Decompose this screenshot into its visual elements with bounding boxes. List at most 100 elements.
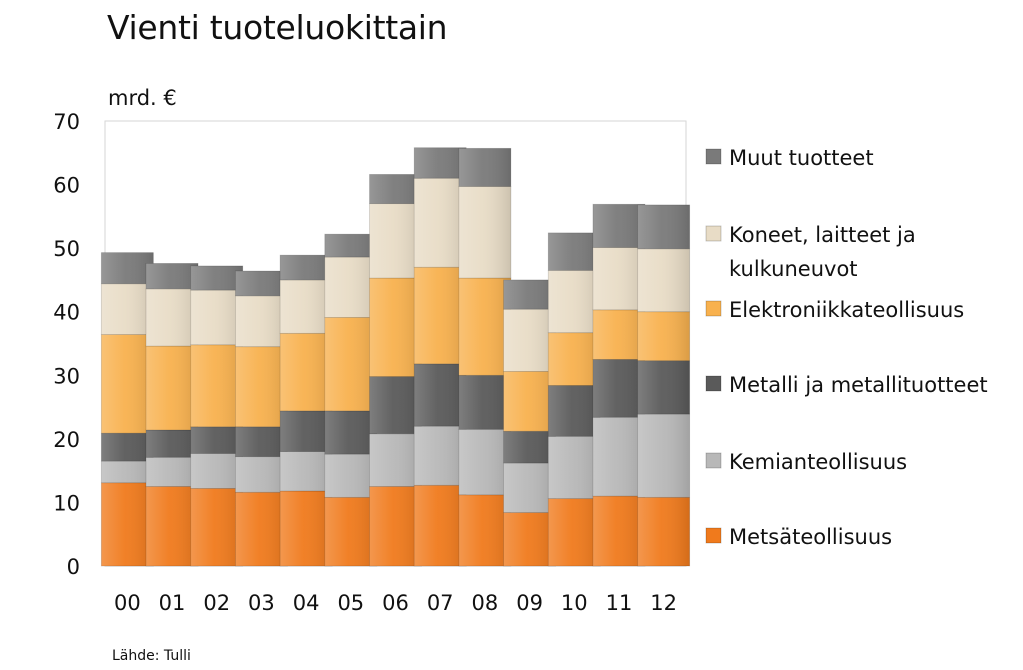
- bar-segment-shading: [235, 456, 288, 493]
- bar-segment-shading: [458, 148, 511, 187]
- bar-segment-shading: [190, 265, 243, 291]
- bar-segment-shading: [369, 376, 422, 434]
- bar-segment-shading: [592, 204, 645, 248]
- x-tick-label: 05: [337, 591, 364, 615]
- bar-segment-shading: [592, 359, 645, 418]
- bar-segment-shading: [548, 498, 601, 566]
- bar-segment-shading: [101, 482, 154, 566]
- bar-segment-shading: [146, 263, 199, 289]
- bar-segment-shading: [503, 371, 556, 432]
- x-tick-label: 11: [606, 591, 633, 615]
- bar-segment-shading: [637, 497, 690, 566]
- y-tick-label: 50: [53, 237, 80, 261]
- x-tick-label: 08: [472, 591, 499, 615]
- bar-segment-shading: [637, 204, 690, 249]
- legend-swatch: [705, 148, 722, 165]
- bar-segment-shading: [101, 433, 154, 462]
- bar-segment-shading: [235, 271, 288, 296]
- legend-label: Metalli ja metallituotteet: [729, 373, 988, 397]
- bar-segment-shading: [458, 494, 511, 566]
- y-tick-label: 10: [53, 491, 80, 515]
- bar-segment-shading: [235, 346, 288, 427]
- x-tick-label: 00: [114, 591, 141, 615]
- bar-segment-shading: [637, 414, 690, 498]
- x-tick-label: 01: [159, 591, 186, 615]
- x-tick-label: 04: [293, 591, 320, 615]
- bar-segment-shading: [101, 252, 154, 284]
- bar-segment-shading: [190, 290, 243, 345]
- bar-segment-shading: [101, 334, 154, 434]
- bar-segment-shading: [280, 255, 333, 280]
- y-tick-label: 0: [67, 555, 80, 579]
- bar-segment-shading: [280, 333, 333, 411]
- bar-segment-shading: [146, 288, 199, 347]
- y-axis: 0 10 20 30 40 50 60 70: [53, 110, 80, 579]
- bar-segment-shading: [503, 512, 556, 566]
- legend-swatch: [705, 225, 722, 242]
- bar-segment-shading: [146, 457, 199, 487]
- bar-segment-shading: [235, 295, 288, 347]
- bar-segment-shading: [414, 363, 467, 427]
- legend-swatch: [705, 300, 722, 317]
- legend-label: Kemianteollisuus: [729, 450, 907, 474]
- bar-segment-shading: [190, 453, 243, 489]
- y-tick-label: 70: [53, 110, 80, 134]
- bar-segment-shading: [414, 178, 467, 268]
- bar-segment-shading: [369, 433, 422, 487]
- legend-label: Metsäteollisuus: [729, 525, 892, 549]
- bar-segment-shading: [548, 436, 601, 499]
- x-tick-label: 02: [203, 591, 230, 615]
- bar-segment-shading: [414, 426, 467, 486]
- bar-segment-shading: [369, 174, 422, 204]
- bar-segment-shading: [458, 278, 511, 376]
- bar-segment-shading: [503, 431, 556, 464]
- bar-segment-shading: [146, 346, 199, 430]
- bars: [100, 147, 691, 567]
- bar-segment-shading: [324, 234, 377, 258]
- bar-segment-shading: [235, 492, 288, 566]
- x-tick-label: 03: [248, 591, 275, 615]
- bar-segment-shading: [548, 385, 601, 437]
- x-axis: 00 01 02 03 04 05 06 07 08 09 10 11 12: [114, 591, 677, 615]
- bar-segment-shading: [324, 410, 377, 455]
- bar-segment-shading: [414, 267, 467, 364]
- bar-segment-shading: [548, 332, 601, 386]
- bar-segment-shading: [637, 311, 690, 361]
- bar-segment-shading: [235, 426, 288, 457]
- bar-segment-shading: [414, 147, 467, 179]
- legend-swatch: [705, 527, 722, 544]
- x-tick-label: 06: [382, 591, 409, 615]
- bar-segment-shading: [503, 309, 556, 372]
- bar-segment-shading: [280, 410, 333, 452]
- bar-segment-shading: [369, 278, 422, 377]
- x-tick-label: 07: [427, 591, 454, 615]
- bar-segment-shading: [324, 497, 377, 566]
- bar-segment-shading: [592, 309, 645, 360]
- bar-segment-shading: [146, 486, 199, 566]
- bar-segment-shading: [324, 257, 377, 318]
- bar-segment-shading: [548, 270, 601, 333]
- bar-segment-shading: [503, 463, 556, 513]
- bar-segment-shading: [101, 283, 154, 335]
- bar-segment-shading: [369, 203, 422, 279]
- legend-swatch: [705, 375, 722, 392]
- bar-segment-shading: [458, 186, 511, 279]
- y-tick-label: 40: [53, 301, 80, 325]
- x-tick-label: 12: [650, 591, 677, 615]
- bar-segment-shading: [414, 485, 467, 566]
- legend-swatch: [705, 452, 722, 469]
- source-note: Lähde: Tulli: [112, 648, 191, 664]
- legend-label: Koneet, laitteet ja kulkuneuvot: [729, 223, 916, 281]
- legend-label: Elektroniikkateollisuus: [729, 298, 964, 322]
- bar-segment-shading: [503, 279, 556, 310]
- bar-segment-shading: [324, 454, 377, 498]
- bar-segment-shading: [190, 426, 243, 454]
- bar-segment-shading: [280, 279, 333, 334]
- legend: Muut tuotteet Koneet, laitteet ja kulkuneu…: [705, 146, 988, 549]
- bar-segment-shading: [280, 490, 333, 566]
- x-tick-label: 09: [516, 591, 543, 615]
- bar-segment-shading: [637, 248, 690, 312]
- bar-segment-shading: [146, 429, 199, 458]
- bar-segment-shading: [190, 344, 243, 427]
